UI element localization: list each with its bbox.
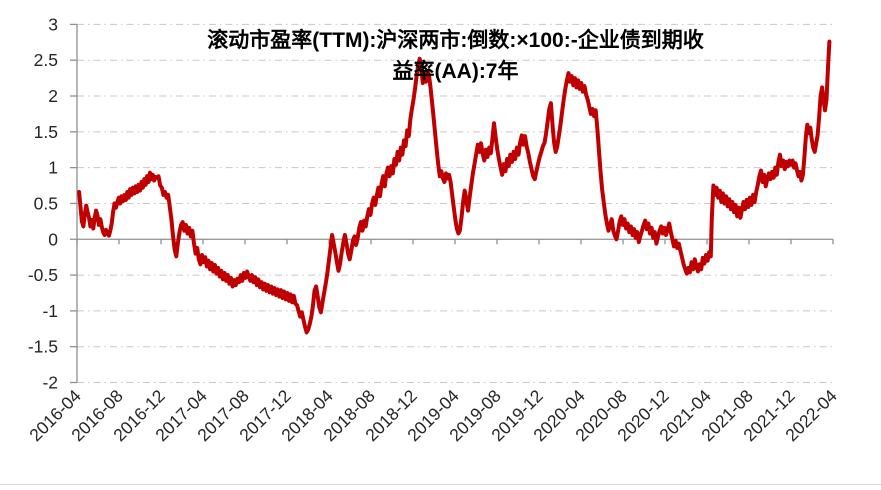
y-axis-label: 2.5	[34, 50, 58, 70]
y-axis-label: -1	[42, 301, 58, 321]
y-axis-label: -0.5	[28, 265, 58, 285]
window-bottom-border	[0, 484, 881, 485]
y-axis-label: 1	[48, 158, 58, 178]
y-axis-label: 0	[48, 229, 58, 249]
y-axis-label: -1.5	[28, 337, 58, 357]
y-axis-label: 0.5	[34, 193, 58, 213]
series-line	[77, 39, 832, 335]
y-axis-label: 3	[48, 14, 58, 34]
y-axis-label: 1.5	[34, 122, 58, 142]
y-axis-label: -2	[42, 373, 58, 393]
y-axis-label: 2	[48, 86, 58, 106]
